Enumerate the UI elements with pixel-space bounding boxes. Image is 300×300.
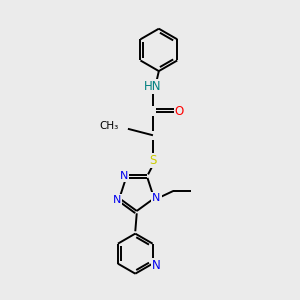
Text: N: N: [119, 172, 128, 182]
Text: S: S: [149, 154, 157, 167]
Text: N: N: [113, 195, 121, 205]
Text: CH₃: CH₃: [100, 122, 119, 131]
Text: O: O: [175, 105, 184, 118]
Text: N: N: [152, 193, 161, 203]
Text: HN: HN: [144, 80, 162, 93]
Text: N: N: [152, 259, 161, 272]
